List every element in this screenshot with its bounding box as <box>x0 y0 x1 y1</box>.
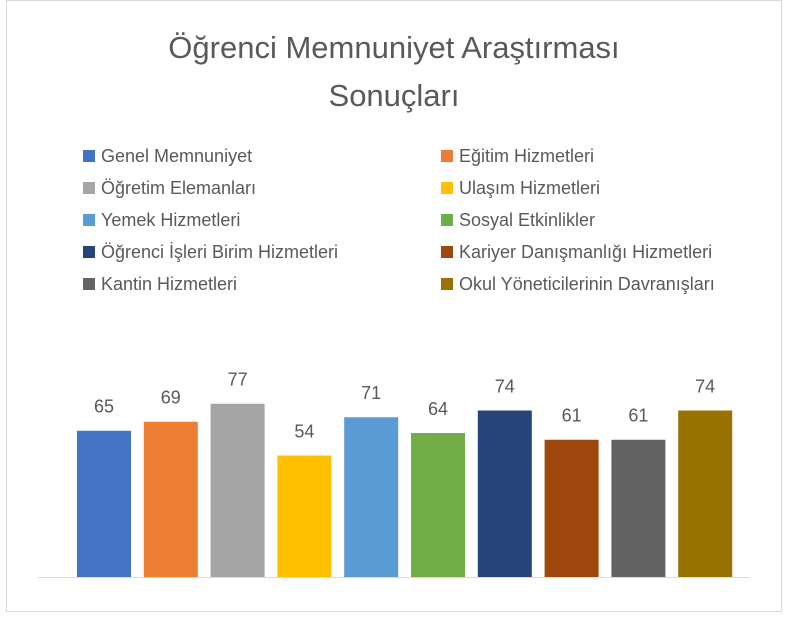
legend-label: Sosyal Etkinlikler <box>459 210 595 230</box>
legend-label: Kariyer Danışmanlığı Hizmetleri <box>459 242 712 262</box>
bar <box>411 433 465 577</box>
legend-swatch <box>441 278 453 290</box>
bar <box>210 403 265 577</box>
legend-label: Eğitim Hizmetleri <box>459 146 594 166</box>
bar <box>143 421 198 577</box>
legend-swatch <box>83 214 95 226</box>
legend-swatch <box>83 182 95 194</box>
data-label: 69 <box>161 388 181 408</box>
bar <box>544 439 599 577</box>
legend-label: Ulaşım Hizmetleri <box>459 178 600 198</box>
bar <box>477 410 532 577</box>
data-label: 54 <box>294 421 314 441</box>
legend-label: Genel Memnuniyet <box>101 146 252 166</box>
legend-swatch <box>83 150 95 162</box>
data-label: 74 <box>695 376 715 396</box>
legend-label: Öğrenci İşleri Birim Hizmetleri <box>101 242 338 262</box>
bar <box>277 455 332 577</box>
data-label: 77 <box>228 370 248 390</box>
legend-label: Öğretim Elemanları <box>101 178 256 198</box>
data-label: 61 <box>562 406 582 426</box>
data-label: 65 <box>94 397 114 417</box>
data-label: 64 <box>428 399 448 419</box>
legend-swatch <box>441 214 453 226</box>
legend-label: Kantin Hizmetleri <box>101 274 237 294</box>
data-label: 71 <box>361 383 381 403</box>
data-label: 74 <box>495 376 515 396</box>
legend-swatch <box>441 246 453 258</box>
bar <box>611 439 666 577</box>
legend-label: Yemek Hizmetleri <box>101 210 240 230</box>
legend-swatch <box>83 278 95 290</box>
bar <box>344 417 399 577</box>
bar <box>77 430 131 577</box>
bar <box>678 410 733 577</box>
legend-swatch <box>83 246 95 258</box>
legend-swatch <box>441 150 453 162</box>
legend-label: Okul Yöneticilerinin Davranışları <box>459 274 715 294</box>
chart-title: Öğrenci Memnuniyet Araştırması Sonuçları <box>168 30 620 113</box>
legend-swatch <box>441 182 453 194</box>
data-label: 61 <box>628 406 648 426</box>
